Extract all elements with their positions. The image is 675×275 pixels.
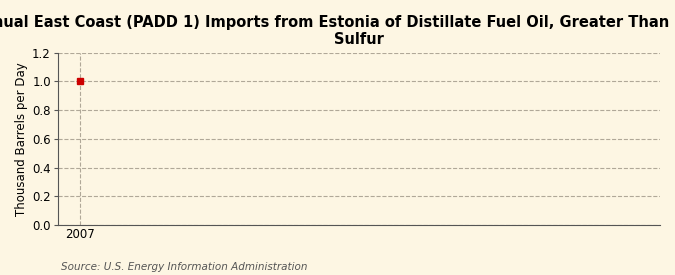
Text: Source: U.S. Energy Information Administration: Source: U.S. Energy Information Administ…: [61, 262, 307, 272]
Y-axis label: Thousand Barrels per Day: Thousand Barrels per Day: [15, 62, 28, 216]
Title: Annual East Coast (PADD 1) Imports from Estonia of Distillate Fuel Oil, Greater : Annual East Coast (PADD 1) Imports from …: [0, 15, 675, 47]
